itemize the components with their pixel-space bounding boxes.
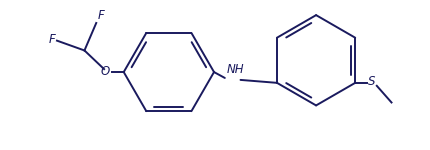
Text: O: O [101, 64, 110, 78]
Text: S: S [368, 75, 375, 88]
Text: NH: NH [227, 63, 244, 76]
Text: F: F [48, 33, 55, 46]
Text: F: F [97, 9, 104, 22]
